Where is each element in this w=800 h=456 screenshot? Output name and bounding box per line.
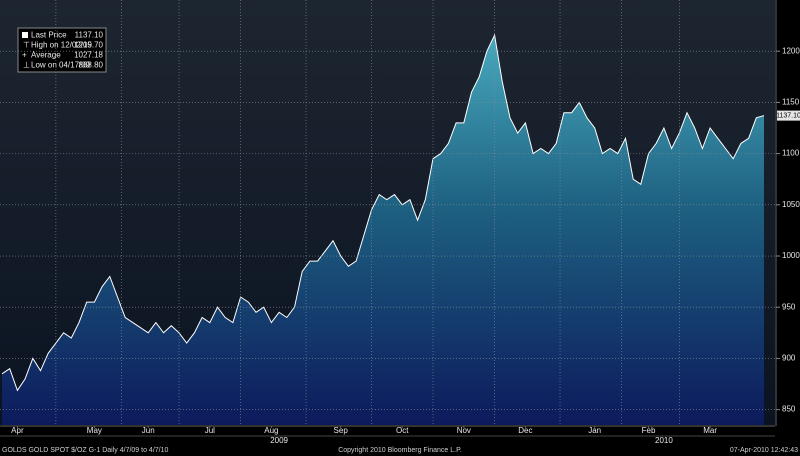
y-tick-label: 1150	[782, 98, 800, 107]
plot-layer	[1, 33, 765, 425]
x-tick-label: Aug	[264, 426, 278, 435]
legend-label: High on 12/02/09	[31, 41, 92, 50]
x-tick-label: Sep	[334, 426, 349, 435]
last-price-label: 1137.10	[776, 112, 800, 119]
x-tick-label: Feb	[642, 426, 656, 435]
y-tick-label: 900	[782, 354, 796, 363]
y-tick-label: 950	[782, 302, 796, 311]
last-price-box	[777, 110, 800, 121]
y-tick-label: 1100	[782, 149, 800, 158]
legend-label: Last Price	[31, 31, 67, 40]
legend-box	[17, 27, 107, 73]
legend-value: 1137.10	[75, 31, 104, 40]
x-tick-label: Nov	[457, 426, 471, 435]
x-tick-label: May	[87, 426, 102, 435]
x-tick-label: Dec	[518, 426, 532, 435]
legend-label: Low on 04/17/09	[31, 61, 91, 70]
y-tick-label: 850	[782, 405, 796, 414]
legend-icon: ⊤	[23, 41, 30, 50]
legend-value: 868.80	[79, 61, 104, 70]
legend-label: Average	[31, 51, 61, 60]
price-line	[1, 33, 765, 392]
legend-value: 1027.18	[74, 51, 103, 60]
legend-icon: ⊥	[23, 61, 30, 70]
y-tick-label: 1000	[782, 251, 800, 260]
year-label: 2010	[655, 436, 673, 445]
legend-icon: +	[22, 51, 27, 60]
legend: Last Price 1137.10 ⊤ High on 12/02/09 12…	[17, 27, 107, 73]
x-tick-label: Jan	[588, 426, 601, 435]
x-tick-label: Oct	[396, 426, 409, 435]
y-tick-label: 1200	[782, 46, 800, 55]
area-fill	[2, 35, 764, 425]
footer-left: GOLDS GOLD SPOT $/OZ G-1 Daily 4/7/09 to…	[2, 447, 168, 454]
footer-center: Copyright 2010 Bloomberg Finance L.P.	[338, 447, 462, 454]
x-tick-label: Mar	[703, 426, 717, 435]
x-tick-label: Apr	[11, 426, 24, 435]
year-label: 2009	[270, 436, 288, 445]
x-tick-label: Jun	[142, 426, 155, 435]
x-tick-label: Jul	[205, 426, 215, 435]
legend-value: 1215.70	[74, 41, 103, 50]
footer-right: 07-Apr-2010 12:42:43	[730, 447, 798, 454]
y-tick-label: 1050	[782, 200, 800, 209]
legend-swatch	[22, 32, 28, 38]
